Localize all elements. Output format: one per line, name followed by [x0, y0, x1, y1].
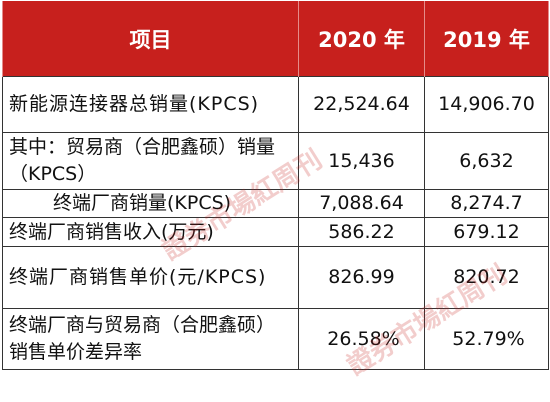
row-label: 终端厂商销售收入(万元): [2, 217, 299, 247]
header-item: 项目: [2, 1, 299, 77]
sales-comparison-table: 项目 2020 年 2019 年 新能源连接器总销量(KPCS) 22,524.…: [2, 1, 549, 370]
value-2020: 7,088.64: [298, 189, 425, 218]
header-2019: 2019 年: [424, 1, 549, 77]
row-label: 新能源连接器总销量(KPCS): [2, 76, 299, 133]
table-row: 终端厂商销量(KPCS) 7,088.64 8,274.7: [2, 189, 549, 218]
value-2019: 6,632: [424, 132, 549, 190]
value-2020: 26.58%: [298, 308, 425, 370]
value-2020: 15,436: [298, 132, 425, 190]
value-2020: 826.99: [298, 246, 425, 309]
table-row: 终端厂商与贸易商（合肥鑫硕）销售单价差异率 26.58% 52.79%: [2, 308, 549, 370]
row-label: 终端厂商与贸易商（合肥鑫硕）销售单价差异率: [2, 308, 299, 370]
value-2019: 820.72: [424, 246, 549, 309]
header-2020: 2020 年: [298, 1, 425, 77]
table-row: 终端厂商销售收入(万元) 586.22 679.12: [2, 217, 549, 247]
table-row: 新能源连接器总销量(KPCS) 22,524.64 14,906.70: [2, 76, 549, 133]
row-label: 其中：贸易商（合肥鑫硕）销量（KPCS）: [2, 132, 299, 190]
value-2019: 14,906.70: [424, 76, 549, 133]
table-row: 其中：贸易商（合肥鑫硕）销量（KPCS） 15,436 6,632: [2, 132, 549, 190]
value-2019: 679.12: [424, 217, 549, 247]
value-2020: 586.22: [298, 217, 425, 247]
row-label: 终端厂商销售单价(元/KPCS): [2, 246, 299, 309]
value-2019: 8,274.7: [424, 189, 549, 218]
value-2020: 22,524.64: [298, 76, 425, 133]
row-label: 终端厂商销量(KPCS): [2, 189, 299, 218]
value-2019: 52.79%: [424, 308, 549, 370]
table-row: 终端厂商销售单价(元/KPCS) 826.99 820.72: [2, 246, 549, 309]
header-row: 项目 2020 年 2019 年: [2, 1, 549, 77]
